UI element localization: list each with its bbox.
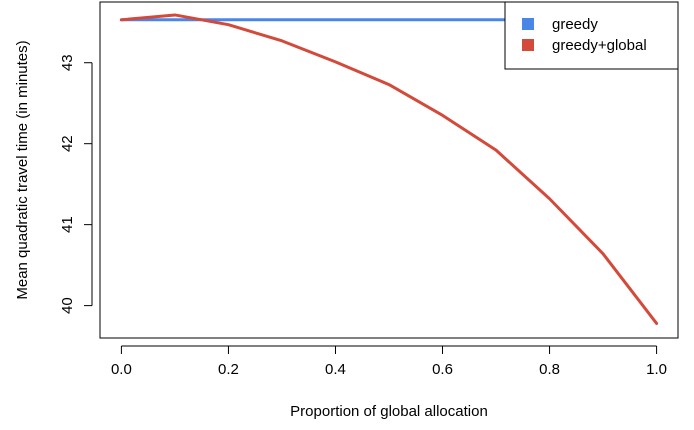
- legend-swatch: [522, 18, 534, 30]
- y-tick-label: 41: [59, 216, 76, 233]
- x-tick-label: 0.4: [325, 361, 346, 378]
- series-line-greedy-global: [119, 13, 659, 325]
- x-axis: 0.0 0.2 0.4 0.6 0.8 1.0: [111, 345, 667, 378]
- x-tick-label: 0.2: [218, 361, 239, 378]
- y-tick-label: 43: [59, 54, 76, 71]
- legend-label: greedy: [552, 16, 598, 33]
- x-tick-label: 1.0: [646, 361, 667, 378]
- legend-swatch: [522, 39, 534, 51]
- x-tick-label: 0.0: [111, 361, 132, 378]
- legend: greedy greedy+global: [504, 1, 679, 70]
- x-axis-label: Proportion of global allocation: [290, 403, 488, 420]
- y-axis: 40 41 42 43: [59, 54, 93, 314]
- x-tick-label: 0.6: [432, 361, 453, 378]
- legend-label: greedy+global: [552, 37, 647, 54]
- x-tick-label: 0.8: [539, 361, 560, 378]
- y-tick-label: 42: [59, 135, 76, 152]
- y-tick-label: 40: [59, 297, 76, 314]
- legend-box: [504, 1, 679, 70]
- plot-frame: [99, 1, 679, 339]
- y-axis-label: Mean quadratic travel time (in minutes): [14, 40, 31, 299]
